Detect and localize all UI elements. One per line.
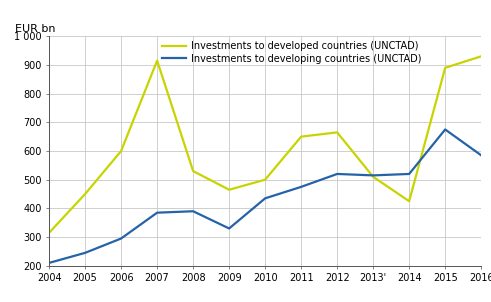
Legend: Investments to developed countries (UNCTAD), Investments to developing countries: Investments to developed countries (UNCT… — [162, 41, 422, 63]
Investments to developed countries (UNCTAD) — [370, 175, 376, 179]
Investments to developing countries (UNCTAD) — [298, 185, 304, 189]
Investments to developing countries (UNCTAD) — [442, 128, 448, 131]
Investments to developed countries (UNCTAD) — [478, 54, 484, 58]
Investments to developed countries (UNCTAD) — [442, 66, 448, 70]
Investments to developed countries (UNCTAD) — [46, 231, 52, 235]
Investments to developed countries (UNCTAD) — [262, 178, 268, 182]
Investments to developing countries (UNCTAD) — [190, 210, 196, 213]
Investments to developed countries (UNCTAD) — [154, 59, 160, 63]
Investments to developed countries (UNCTAD) — [190, 169, 196, 173]
Text: EUR bn: EUR bn — [15, 24, 55, 34]
Investments to developing countries (UNCTAD) — [46, 261, 52, 265]
Line: Investments to developed countries (UNCTAD): Investments to developed countries (UNCT… — [49, 56, 481, 233]
Investments to developing countries (UNCTAD) — [154, 211, 160, 214]
Investments to developed countries (UNCTAD) — [82, 192, 88, 196]
Investments to developing countries (UNCTAD) — [478, 153, 484, 157]
Investments to developed countries (UNCTAD) — [118, 149, 124, 153]
Line: Investments to developing countries (UNCTAD): Investments to developing countries (UNC… — [49, 130, 481, 263]
Investments to developed countries (UNCTAD) — [298, 135, 304, 138]
Investments to developed countries (UNCTAD) — [406, 199, 412, 203]
Investments to developing countries (UNCTAD) — [118, 237, 124, 240]
Investments to developing countries (UNCTAD) — [226, 226, 232, 230]
Investments to developing countries (UNCTAD) — [262, 197, 268, 200]
Investments to developed countries (UNCTAD) — [226, 188, 232, 191]
Investments to developing countries (UNCTAD) — [370, 174, 376, 177]
Investments to developing countries (UNCTAD) — [82, 251, 88, 255]
Investments to developing countries (UNCTAD) — [334, 172, 340, 176]
Investments to developed countries (UNCTAD) — [334, 130, 340, 134]
Investments to developing countries (UNCTAD) — [406, 172, 412, 176]
